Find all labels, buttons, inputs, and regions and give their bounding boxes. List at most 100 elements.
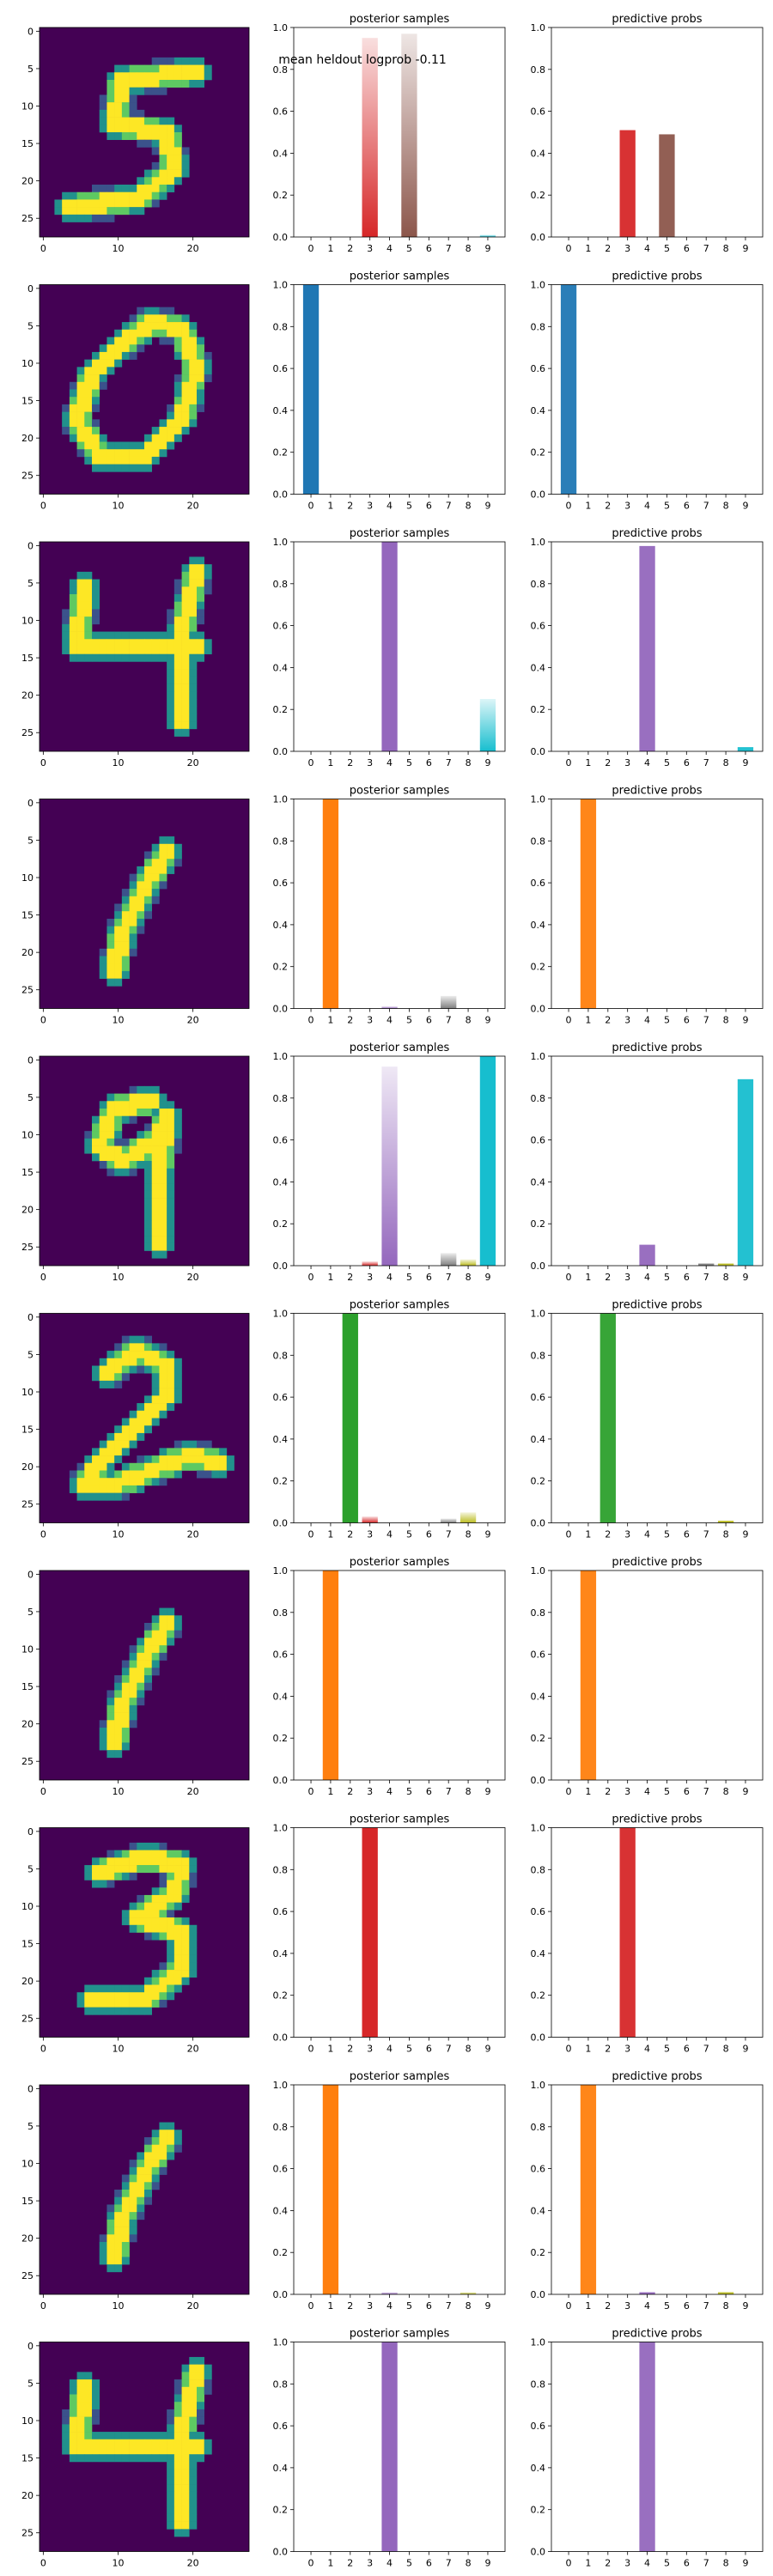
posterior-x-tick-label: 5: [406, 1272, 412, 1283]
predictive-y-tick-label: 0.4: [531, 2205, 546, 2216]
digit-pixel: [167, 2144, 175, 2153]
image-y-tick-label: 0: [27, 1826, 33, 1838]
digit-pixel: [137, 2190, 145, 2198]
digit-pixel: [129, 1425, 137, 1434]
digit-pixel: [173, 1947, 182, 1955]
posterior-x-tick-label: 7: [446, 2300, 452, 2312]
digit-pixel: [144, 1138, 153, 1146]
predictive-bar-8: [717, 1263, 734, 1266]
digit-pixel: [107, 1093, 115, 1102]
digit-pixel: [173, 1872, 182, 1880]
digit-pixel: [151, 1093, 160, 1102]
predictive-title: predictive probs: [612, 270, 702, 283]
digit-pixel: [129, 2227, 137, 2235]
digit-pixel: [129, 1660, 137, 1668]
digit-pixel: [151, 1623, 160, 1631]
digit-pixel: [62, 639, 70, 647]
posterior-x-tick-label: 5: [406, 2558, 412, 2569]
digit-pixel: [167, 2513, 175, 2522]
digit-pixel: [159, 1478, 167, 1486]
digit-pixel: [62, 419, 70, 428]
digit-pixel: [181, 2529, 190, 2537]
digit-pixel: [129, 948, 137, 957]
predictive-x-tick-label: 6: [684, 1015, 690, 1026]
digit-pixel: [173, 1984, 182, 1993]
posterior-x-tick-label: 8: [466, 243, 472, 254]
image-y-tick-label: 15: [21, 138, 33, 149]
digit-pixel: [181, 419, 190, 428]
digit-pixel: [69, 601, 77, 610]
digit-pixel: [167, 1365, 175, 1374]
digit-pixel: [189, 2521, 198, 2530]
digit-pixel: [92, 1485, 100, 1493]
digit-pixel: [189, 1865, 198, 1874]
digit-pixel: [151, 1842, 160, 1850]
digit-pixel: [181, 329, 190, 337]
digit-pixel: [144, 1228, 153, 1236]
posterior-x-tick-label: 2: [347, 1272, 353, 1283]
digit-pixel: [129, 351, 137, 360]
predictive-x-tick-label: 4: [644, 2300, 650, 2312]
digit-pixel: [121, 2439, 130, 2447]
image-axes-frame: [39, 2084, 250, 2295]
digit-pixel: [159, 177, 167, 185]
digit-pixel: [137, 1358, 145, 1366]
predictive-x-tick-label: 9: [742, 2300, 748, 2312]
predictive-bar-1: [580, 2085, 597, 2294]
predictive-y-tick-label: 1.0: [531, 22, 546, 33]
digit-pixel: [151, 1887, 160, 1896]
posterior-axes-frame: [293, 1827, 506, 2038]
digit-pixel: [129, 941, 137, 950]
digit-pixel: [92, 214, 100, 222]
digit-pixel: [92, 397, 100, 405]
digit-pixel: [189, 2439, 198, 2447]
predictive-x-tick-label: 1: [585, 1529, 591, 1540]
digit-pixel: [92, 359, 100, 368]
digit-pixel: [197, 2409, 205, 2417]
posterior-title: posterior samples: [350, 1042, 450, 1054]
predictive-x-tick-label: 6: [684, 2044, 690, 2055]
digit-pixel: [204, 564, 212, 573]
digit-pixel: [189, 329, 198, 337]
predictive-y-tick-label: 0.4: [531, 1691, 546, 1702]
digit-pixel: [107, 1131, 115, 1139]
digit-pixel: [62, 404, 70, 412]
posterior-y-tick-label: 0.4: [273, 1434, 289, 1445]
posterior-bar-4: [381, 1006, 398, 1009]
digit-pixel: [159, 329, 167, 337]
posterior-axes-frame: [293, 1313, 506, 1523]
posterior-y-tick-label: 0.8: [273, 835, 289, 847]
predictive-x-tick-label: 3: [624, 243, 630, 254]
digit-pixel: [76, 411, 85, 420]
predictive-x-tick-label: 4: [644, 1786, 650, 1797]
predictive-bar-9: [737, 747, 754, 751]
digit-pixel: [173, 161, 182, 170]
digit-pixel: [114, 1432, 123, 1441]
digit-pixel: [159, 2152, 167, 2160]
digit-pixel: [99, 1115, 107, 1124]
digit-pixel: [181, 2476, 190, 2485]
image-y-tick-label: 5: [27, 578, 33, 589]
digit-pixel: [197, 2372, 205, 2380]
digit-pixel: [159, 125, 167, 133]
digit-pixel: [159, 1176, 167, 1184]
digit-pixel: [167, 631, 175, 640]
digit-pixel: [107, 1145, 115, 1154]
digit-pixel: [189, 419, 198, 428]
digit-pixel: [137, 1161, 145, 1170]
digit-pixel: [99, 434, 107, 442]
digit-pixel: [129, 1675, 137, 1684]
digit-pixel: [137, 1690, 145, 1698]
digit-pixel: [129, 903, 137, 912]
digit-pixel: [62, 647, 70, 655]
digit-pixel: [189, 706, 198, 714]
digit-pixel: [92, 185, 100, 193]
digit-pixel: [92, 631, 100, 640]
digit-pixel: [62, 2439, 70, 2447]
digit-pixel: [121, 1735, 130, 1743]
digit-pixel: [197, 586, 205, 595]
image-y-tick-label: 5: [27, 2378, 33, 2389]
digit-pixel: [173, 329, 182, 337]
predictive-x-tick-label: 6: [684, 501, 690, 512]
digit-pixel: [144, 881, 153, 890]
